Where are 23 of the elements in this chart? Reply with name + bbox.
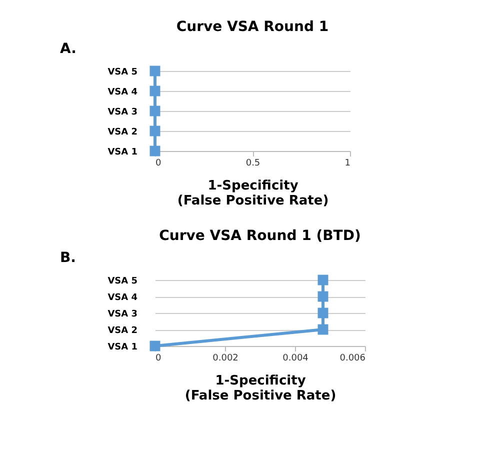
y-tick-label: VSA 3 bbox=[108, 108, 138, 118]
y-tick-label: VSA 3 bbox=[108, 310, 138, 320]
y-tick-label: VSA 1 bbox=[108, 148, 138, 158]
y-tick-label: VSA 1 bbox=[108, 342, 138, 352]
x-tick-label: 0.006 bbox=[340, 354, 366, 364]
x-axis-title: 1-Specificity (False Positive Rate) bbox=[177, 178, 329, 208]
x-tick-label: 0.002 bbox=[212, 354, 238, 364]
chart-title: Curve VSA Round 1 bbox=[176, 19, 329, 35]
x-tick-label: 1 bbox=[344, 158, 350, 168]
x-tick-label: 0 bbox=[156, 354, 162, 364]
y-tick-label: VSA 2 bbox=[108, 128, 138, 138]
text: B. bbox=[60, 250, 76, 266]
y-tick-label: VSA 4 bbox=[108, 88, 138, 98]
x-tick-label: 0 bbox=[156, 158, 162, 168]
x-tick-label: 0.5 bbox=[246, 158, 260, 168]
x-tick-label: 0.004 bbox=[282, 354, 309, 364]
y-tick-label: VSA 4 bbox=[108, 293, 138, 303]
y-tick-label: VSA 5 bbox=[108, 68, 138, 78]
y-tick-label: VSA 2 bbox=[108, 326, 138, 336]
x-axis-title: 1-Specificity (False Positive Rate) bbox=[184, 374, 336, 404]
y-tick-label: VSA 5 bbox=[108, 276, 138, 286]
text: A. bbox=[60, 41, 76, 57]
chart-title: Curve VSA Round 1 (BTD) bbox=[159, 228, 361, 244]
